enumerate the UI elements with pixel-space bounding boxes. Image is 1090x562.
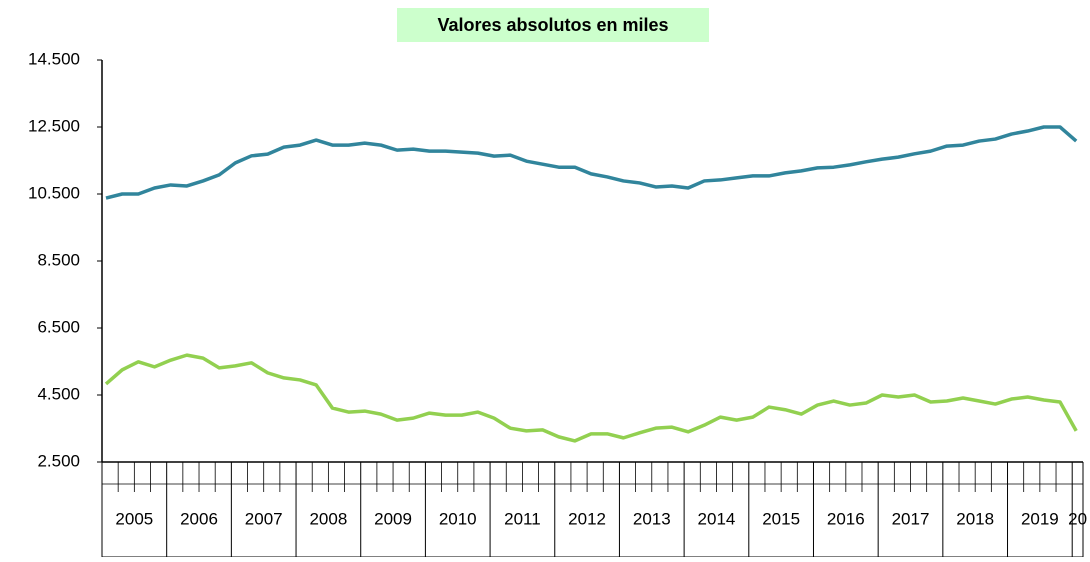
year-label: 2006 — [180, 509, 218, 528]
year-label: 2008 — [309, 509, 347, 528]
year-label: 2015 — [762, 509, 800, 528]
year-label: 2019 — [1021, 509, 1059, 528]
y-tick-label: 10.500 — [28, 183, 80, 202]
y-tick-label: 8.500 — [37, 250, 80, 269]
year-label: 2009 — [374, 509, 412, 528]
line-series — [104, 353, 1078, 443]
year-label: 2013 — [633, 509, 671, 528]
year-label: 2011 — [504, 509, 541, 528]
y-tick-label: 12.500 — [28, 116, 80, 135]
y-tick-label: 4.500 — [37, 384, 80, 403]
year-label: 2005 — [115, 509, 153, 528]
year-label: 2016 — [827, 509, 865, 528]
title-box — [397, 8, 709, 42]
year-label: 2010 — [439, 509, 477, 528]
chart-title: Valores absolutos en miles — [437, 15, 668, 35]
y-tick-label: 2.500 — [37, 451, 80, 470]
line-series — [105, 125, 1078, 200]
y-tick-label: 6.500 — [37, 317, 80, 336]
year-label: 2012 — [568, 509, 606, 528]
y-tick-label: 14.500 — [28, 49, 80, 68]
year-label: 2018 — [956, 509, 994, 528]
year-label: 2017 — [892, 509, 930, 528]
year-label: 2007 — [245, 509, 283, 528]
year-label: 2014 — [698, 509, 736, 528]
year-label: 20 — [1068, 509, 1087, 528]
